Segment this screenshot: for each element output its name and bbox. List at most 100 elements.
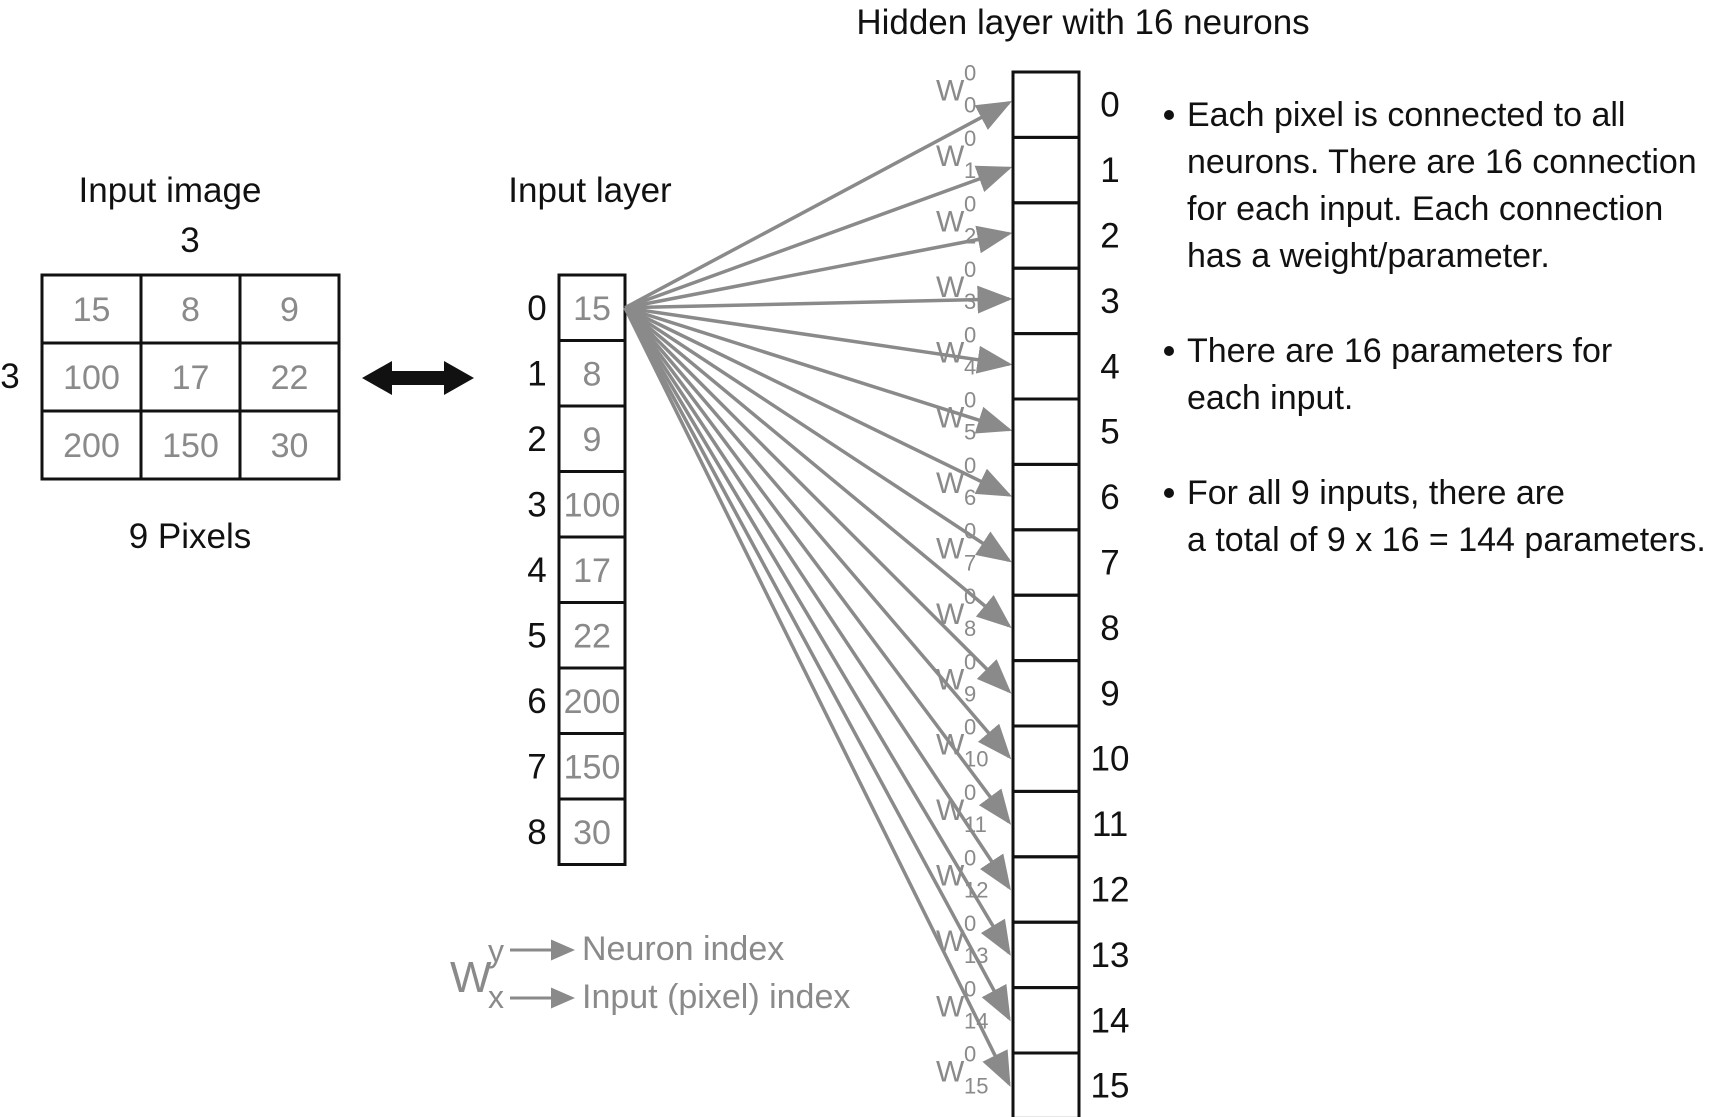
weight-superscript: 0 (964, 126, 976, 151)
weight-superscript: 0 (964, 911, 976, 936)
hidden-neuron-index: 13 (1091, 936, 1130, 975)
hidden-neuron-index: 6 (1100, 478, 1119, 517)
weight-symbol: W (936, 271, 965, 304)
hidden-neuron-cell (1011, 332, 1081, 401)
hidden-neuron-index: 5 (1100, 413, 1119, 452)
weight-superscript: 0 (964, 322, 976, 347)
hidden-neuron-index: 8 (1100, 609, 1119, 648)
note-line: Each pixel is connected to all (1187, 96, 1625, 134)
weight-superscript: 0 (964, 976, 976, 1001)
connection-arrow (624, 165, 1013, 310)
input-layer-value: 8 (583, 355, 602, 393)
input-layer-index: 1 (527, 354, 546, 393)
hidden-neuron-cell (1011, 855, 1081, 924)
hidden-neuron-cell (1011, 528, 1081, 597)
weight-superscript: 0 (964, 715, 976, 740)
hidden-neuron-index: 11 (1092, 805, 1128, 844)
image-pixel-value: 100 (63, 359, 120, 397)
image-pixel-value: 17 (172, 359, 210, 397)
input-layer-index: 0 (527, 289, 546, 328)
input-layer-index: 5 (527, 616, 546, 655)
note-line: each input. (1187, 379, 1353, 417)
bullet-icon (1164, 488, 1174, 498)
legend-sub: x (488, 979, 504, 1015)
legend-w-symbol: W (450, 953, 492, 1002)
connection-arrow (623, 306, 1011, 1087)
connection-arrows (623, 101, 1013, 1087)
connection-arrow (624, 285, 1013, 314)
image-pixel-value: 22 (271, 359, 309, 397)
weight-superscript: 0 (964, 649, 976, 674)
weight-subscript: 8 (964, 616, 976, 641)
connection-arrow (624, 306, 1012, 563)
weight-superscript: 0 (964, 388, 976, 413)
image-pixel-value: 8 (181, 291, 200, 329)
image-pixel-value: 30 (271, 427, 309, 465)
weight-symbol: W (936, 402, 965, 435)
hidden-neuron-cell (1011, 70, 1081, 139)
weight-labels: W00W01W02W03W04W05W06W07W08W09W010W011W0… (936, 61, 988, 1099)
weight-subscript: 1 (964, 158, 976, 183)
connection-arrow (624, 306, 1013, 434)
weight-superscript: 0 (964, 846, 976, 871)
image-grid-border (40, 273, 341, 481)
weight-superscript: 0 (964, 584, 976, 609)
hidden-neuron-index: 10 (1091, 740, 1130, 779)
hidden-neuron-index: 2 (1100, 217, 1119, 256)
legend-neuron-text: Neuron index (582, 930, 784, 968)
weight-symbol: W (936, 860, 965, 893)
weight-symbol: W (936, 663, 965, 696)
input-layer-value: 9 (583, 421, 602, 459)
hidden-neuron-index: 0 (1100, 86, 1119, 125)
hidden-neuron-index: 7 (1100, 544, 1119, 583)
input-image-grid: 15 8 9 100 17 22 200 150 30 (40, 273, 341, 481)
note-line: has a weight/parameter. (1187, 237, 1550, 275)
input-layer-value: 15 (573, 290, 611, 328)
weight-symbol: W (936, 925, 965, 958)
weight-subscript: 11 (964, 812, 987, 837)
hidden-neuron-cell (1011, 724, 1081, 793)
note-line: a total of 9 x 16 = 144 parameters. (1187, 521, 1706, 559)
input-layer-value: 30 (573, 814, 611, 852)
weight-superscript: 0 (964, 61, 976, 86)
weight-subscript: 5 (964, 420, 976, 445)
weight-symbol: W (936, 533, 965, 566)
bullet-icon (1164, 346, 1174, 356)
input-image-cols-label: 3 (180, 221, 199, 260)
weight-subscript: 12 (964, 878, 988, 903)
input-layer-value: 17 (573, 552, 611, 590)
weight-symbol: W (936, 467, 965, 500)
connection-arrow (624, 306, 1013, 497)
bullet-icon (1164, 110, 1174, 120)
weight-symbol: W (936, 794, 965, 827)
weight-superscript: 0 (964, 453, 976, 478)
input-layer-value: 22 (573, 617, 611, 655)
note-line: For all 9 inputs, there are (1187, 474, 1565, 512)
connection-arrow (623, 306, 1012, 694)
weight-symbol: W (936, 336, 965, 369)
input-image-rows-label: 3 (0, 357, 19, 396)
hidden-neuron-index: 9 (1100, 674, 1119, 713)
input-layer-value: 100 (564, 486, 621, 524)
hidden-neuron-cell (1011, 135, 1081, 205)
input-layer-index: 4 (527, 551, 546, 590)
double-arrow-icon (362, 361, 474, 395)
hidden-neuron-index: 3 (1100, 282, 1119, 321)
hidden-neuron-index: 1 (1100, 151, 1119, 190)
weight-subscript: 9 (964, 681, 976, 706)
input-layer-value: 200 (564, 683, 621, 721)
connection-arrow (624, 101, 1013, 310)
weight-superscript: 0 (964, 257, 976, 282)
weight-subscript: 15 (964, 1074, 988, 1099)
input-layer-index: 6 (527, 682, 546, 721)
hidden-neuron-cell (1011, 789, 1081, 859)
hidden-neuron-cell (1011, 593, 1081, 663)
hidden-neuron-cell (1011, 986, 1081, 1055)
connection-arrow (623, 306, 1012, 760)
weight-symbol: W (936, 75, 965, 108)
hidden-neuron-index: 12 (1091, 871, 1130, 910)
